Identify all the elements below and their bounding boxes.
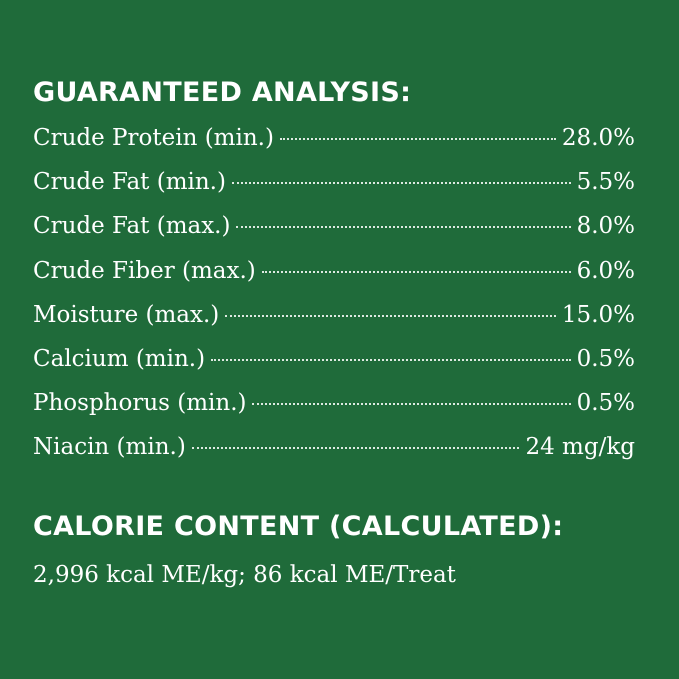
analysis-row: Crude Protein (min.) 28.0% <box>33 120 635 156</box>
analysis-label: Crude Fat (max.) <box>33 213 231 240</box>
dot-leader <box>261 270 571 273</box>
dot-leader <box>231 182 571 185</box>
analysis-label: Calcium (min.) <box>33 346 206 372</box>
analysis-value: 6.0% <box>576 257 635 284</box>
analysis-value: 24 mg/kg <box>525 434 635 461</box>
analysis-row: Niacin (min.) 24 mg/kg <box>33 429 635 465</box>
analysis-row: Phosphorus (min.) 0.5% <box>33 385 635 421</box>
analysis-row: Crude Fat (max.) 8.0% <box>33 208 635 244</box>
calorie-content-heading: CALORIE CONTENT (CALCULATED): <box>33 511 564 542</box>
analysis-label: Crude Fiber (max.) <box>33 257 256 284</box>
analysis-value: 5.5% <box>576 169 635 196</box>
dot-leader <box>191 447 520 450</box>
analysis-row: Crude Fat (min.) 5.5% <box>33 164 635 200</box>
analysis-row: Moisture (max.) 15.0% <box>33 297 635 333</box>
analysis-value: 8.0% <box>576 213 635 240</box>
dot-leader <box>211 359 571 361</box>
analysis-value: 28.0% <box>561 125 635 151</box>
dot-leader <box>279 138 556 140</box>
analysis-label: Crude Protein (min.) <box>33 125 274 151</box>
calorie-content-text: 2,996 kcal ME/kg; 86 kcal ME/Treat <box>33 562 456 588</box>
analysis-value: 0.5% <box>576 390 635 417</box>
analysis-label: Moisture (max.) <box>33 301 220 328</box>
dot-leader <box>236 226 571 229</box>
dot-leader <box>252 403 571 406</box>
analysis-row: Crude Fiber (max.) 6.0% <box>33 253 635 289</box>
analysis-label: Crude Fat (min.) <box>33 169 226 196</box>
analysis-label: Niacin (min.) <box>33 434 186 461</box>
analysis-row: Calcium (min.) 0.5% <box>33 341 635 377</box>
dot-leader <box>225 314 556 317</box>
guaranteed-analysis-heading: GUARANTEED ANALYSIS: <box>33 77 412 108</box>
analysis-value: 0.5% <box>576 346 635 372</box>
analysis-value: 15.0% <box>561 301 635 328</box>
analysis-label: Phosphorus (min.) <box>33 390 247 417</box>
